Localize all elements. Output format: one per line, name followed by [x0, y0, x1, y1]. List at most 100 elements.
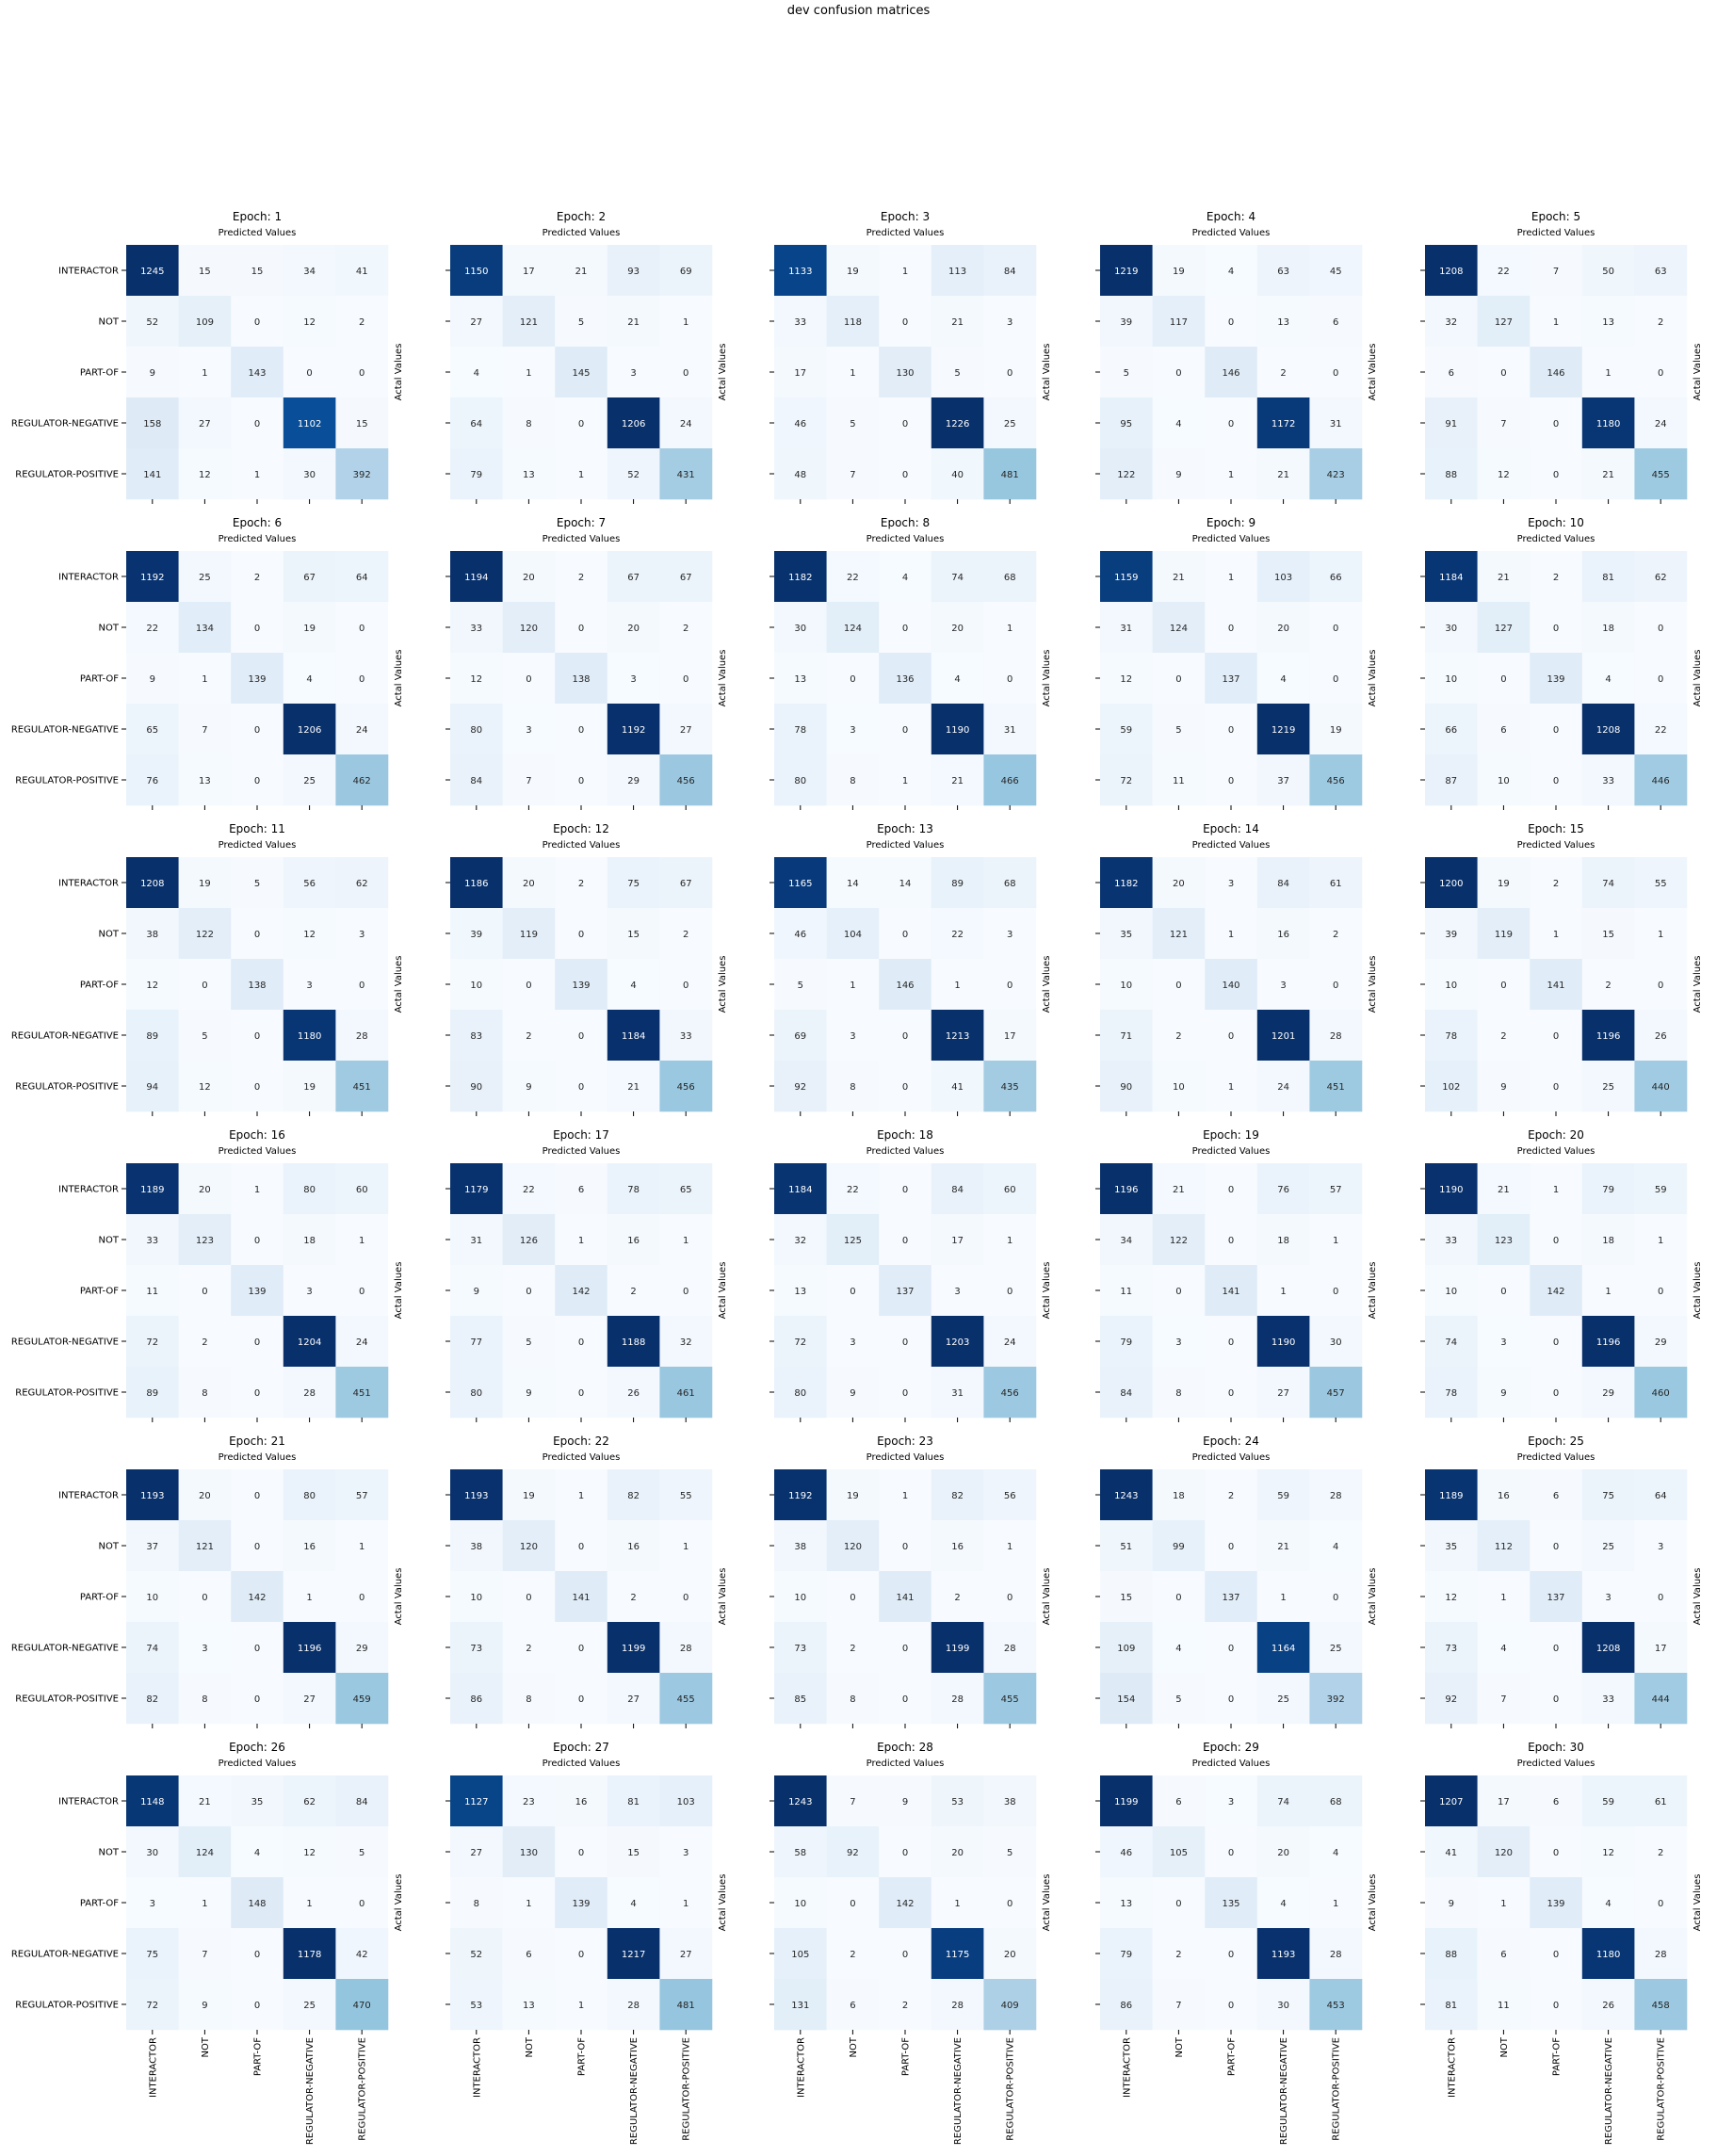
heatmap-cell	[450, 908, 503, 960]
heatmap-cell	[826, 245, 880, 297]
cell-value: 0	[1175, 1593, 1181, 1603]
y-tick-label: NOT	[99, 1236, 120, 1246]
heatmap-cell	[659, 704, 713, 755]
cell-value: 10	[146, 1593, 158, 1603]
cell-value: 0	[1500, 674, 1506, 685]
cell-value: 105	[1170, 1848, 1188, 1858]
heatmap-cell	[1256, 1367, 1310, 1418]
cell-value: 78	[1445, 1388, 1457, 1399]
cell-value: 1	[526, 1899, 531, 1909]
panel-title: Epoch: 12	[553, 822, 609, 835]
cell-value: 64	[470, 419, 482, 430]
heatmap-cell	[178, 1826, 232, 1878]
heatmap-cell	[283, 1214, 336, 1266]
cell-value: 20	[627, 624, 640, 634]
cell-value: 4	[306, 674, 312, 685]
cell-value: 3	[202, 1644, 207, 1654]
heatmap-cell	[983, 347, 1037, 398]
cell-value: 139	[572, 981, 590, 991]
heatmap-cell	[126, 959, 179, 1011]
cell-value: 24	[1277, 1082, 1289, 1093]
cell-value: 1	[902, 1491, 908, 1501]
cell-value: 88	[1445, 1950, 1457, 1960]
cell-value: 3	[1175, 1337, 1181, 1348]
panel-title: Epoch: 26	[229, 1741, 285, 1754]
heatmap-cell	[555, 959, 608, 1011]
cell-value: 1217	[622, 1950, 645, 1960]
heatmap-cell	[126, 551, 179, 603]
heatmap-cell	[607, 1979, 660, 2031]
heatmap-cell	[450, 1877, 503, 1929]
heatmap-cell	[450, 602, 503, 654]
cell-value: 3	[954, 1287, 960, 1297]
cell-value: 1	[1333, 1236, 1338, 1246]
cell-value: 10	[1173, 1082, 1185, 1093]
heatmap-cell	[555, 1979, 608, 2031]
cell-value: 94	[146, 1082, 158, 1093]
cell-value: 20	[1004, 1950, 1016, 1960]
cell-value: 113	[948, 267, 966, 277]
heatmap-cell	[450, 1061, 503, 1112]
cell-value: 8	[474, 1899, 479, 1909]
cell-value: 64	[1655, 1491, 1667, 1501]
predicted-values-label: Predicted Values	[867, 1146, 945, 1157]
cell-value: 1193	[140, 1491, 164, 1501]
heatmap-cell	[1100, 1367, 1153, 1418]
predicted-values-label: Predicted Values	[867, 840, 945, 851]
panel-title: Epoch: 19	[1203, 1128, 1259, 1142]
cell-value: 38	[794, 1542, 806, 1552]
heatmap-cell	[774, 245, 827, 297]
cell-value: 451	[353, 1388, 371, 1399]
cell-value: 17	[1004, 1031, 1016, 1042]
heatmap-cell	[1205, 959, 1258, 1011]
cell-value: 19	[847, 1491, 859, 1501]
cell-value: 1	[359, 1236, 364, 1246]
heatmap-cell	[450, 1520, 503, 1572]
heatmap-cell	[1581, 754, 1635, 806]
heatmap-cell	[774, 1163, 827, 1215]
heatmap-cell	[450, 448, 503, 500]
actual-values-label: Actal Values	[1368, 1262, 1378, 1320]
cell-value: 30	[794, 624, 806, 634]
heatmap-cell	[1256, 397, 1310, 449]
cell-value: 0	[1553, 1236, 1559, 1246]
heatmap-cell	[774, 857, 827, 909]
actual-values-label: Actal Values	[1693, 1568, 1703, 1626]
cell-value: 21	[951, 317, 964, 328]
cell-value: 89	[146, 1031, 158, 1042]
panel-title: Epoch: 29	[1203, 1741, 1259, 1754]
heatmap-cell	[931, 959, 984, 1011]
heatmap-cell	[1100, 1622, 1153, 1674]
heatmap-cell	[1152, 1367, 1206, 1418]
heatmap-cell	[1100, 1010, 1153, 1062]
cell-value: 15	[251, 267, 264, 277]
predicted-values-label: Predicted Values	[1192, 840, 1271, 851]
cell-value: 117	[1170, 317, 1188, 328]
x-tick-label: PART-OF	[901, 2037, 912, 2076]
cell-value: 3	[1658, 1542, 1663, 1552]
cell-value: 1208	[1439, 267, 1463, 277]
cell-value: 1184	[1439, 573, 1463, 583]
cell-value: 74	[146, 1644, 158, 1654]
cell-value: 0	[1658, 368, 1663, 379]
cell-value: 4	[254, 1848, 260, 1858]
heatmap-cell	[126, 704, 179, 755]
heatmap-cell	[1256, 857, 1310, 909]
cell-value: 0	[1658, 1287, 1663, 1297]
heatmap-cell	[1205, 908, 1258, 960]
heatmap-cell	[1309, 1928, 1363, 1980]
x-tick-label: REGULATOR-POSITIVE	[1657, 2037, 1667, 2141]
cell-value: 32	[794, 1236, 806, 1246]
cell-value: 1226	[946, 419, 969, 430]
cell-value: 9	[1500, 1388, 1506, 1399]
cell-value: 118	[844, 317, 862, 328]
heatmap-cell	[826, 347, 880, 398]
heatmap-cell	[879, 1520, 932, 1572]
cell-value: 66	[1445, 725, 1457, 736]
cell-value: 4	[954, 674, 960, 685]
heatmap-cell	[283, 857, 336, 909]
x-tick-label: REGULATOR-POSITIVE	[1332, 2037, 1342, 2141]
cell-value: 0	[202, 1287, 207, 1297]
